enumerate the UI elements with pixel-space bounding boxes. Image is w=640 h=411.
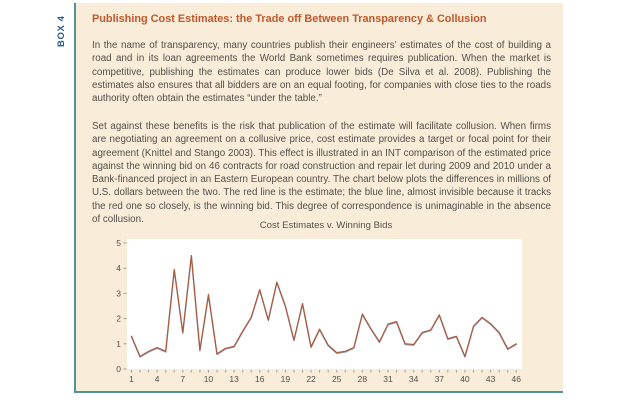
x-tick-label: 37 — [435, 374, 445, 384]
chart-plot-area — [127, 239, 522, 369]
x-tick-label: 31 — [383, 374, 393, 384]
x-tick-label: 16 — [255, 374, 265, 384]
chart-title: Cost Estimates v. Winning Bids — [259, 220, 393, 231]
y-tick-label: 3 — [116, 288, 121, 298]
x-tick-label: 22 — [306, 374, 316, 384]
x-tick-label: 25 — [332, 374, 342, 384]
x-tick-label: 10 — [204, 374, 214, 384]
callout-box: Publishing Cost Estimates: the Trade off… — [74, 3, 563, 393]
x-tick-label: 4 — [155, 374, 160, 384]
y-tick-label: 4 — [116, 263, 121, 273]
x-tick-label: 40 — [460, 374, 470, 384]
paragraph-2: Set against these benefits is the risk t… — [92, 121, 551, 226]
y-tick-label: 5 — [116, 238, 121, 248]
x-tick-label: 34 — [409, 374, 419, 384]
x-tick-label: 43 — [486, 374, 496, 384]
x-tick-label: 19 — [281, 374, 291, 384]
y-tick-label: 2 — [116, 314, 121, 324]
estimate-line — [130, 254, 517, 358]
x-tick-label: 28 — [358, 374, 368, 384]
x-tick-label: 13 — [229, 374, 239, 384]
x-tick-label: 1 — [129, 374, 134, 384]
x-tick-label: 7 — [180, 374, 185, 384]
y-tick-label: 1 — [116, 339, 121, 349]
box-title: Publishing Cost Estimates: the Trade off… — [92, 13, 487, 25]
y-tick-label: 0 — [116, 364, 121, 374]
x-tick-label: 46 — [512, 374, 522, 384]
box-number-label: BOX 4 — [56, 15, 67, 47]
paragraph-1: In the name of transparency, many countr… — [92, 40, 551, 105]
